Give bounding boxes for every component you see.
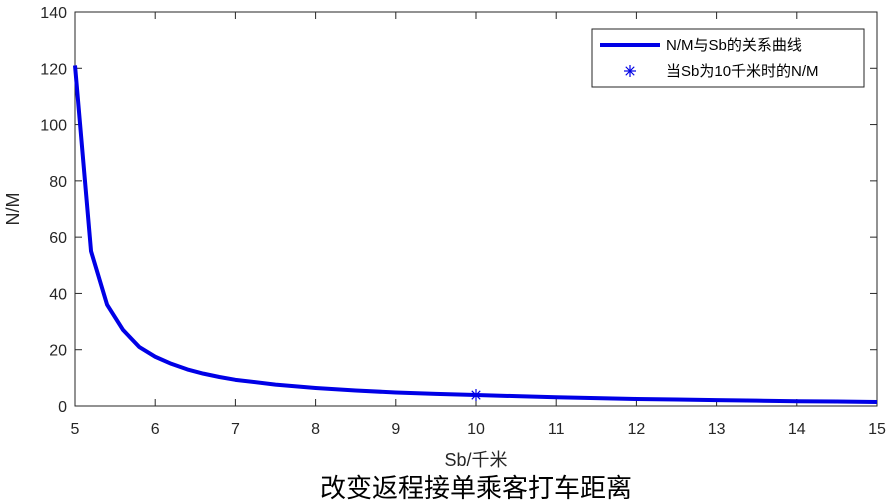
y-axis-label: N/M	[3, 193, 23, 226]
x-tick-label: 9	[391, 421, 400, 438]
legend-asterisk-icon	[624, 65, 636, 77]
x-tick-label: 11	[548, 421, 565, 438]
y-tick-label: 0	[58, 399, 67, 416]
y-tick-label: 100	[40, 118, 67, 135]
y-tick-label: 80	[49, 174, 67, 191]
y-tick-label: 140	[40, 5, 67, 22]
x-tick-label: 15	[868, 421, 886, 438]
legend-box	[591, 28, 865, 88]
x-tick-label: 8	[311, 421, 320, 438]
x-axis-ticks: 5 6 7 8 9 10 11 12 13 14 15	[71, 12, 886, 438]
x-tick-label: 5	[71, 421, 80, 438]
data-point-asterisk	[470, 389, 482, 402]
x-tick-label: 10	[467, 421, 485, 438]
legend-entry-curve: N/M与Sb的关系曲线	[666, 37, 802, 54]
y-axis-ticks: 0 20 40 60 80 100 120 140	[40, 5, 877, 416]
x-tick-label: 13	[708, 421, 726, 438]
y-tick-label: 120	[40, 61, 67, 78]
x-axis-label: Sb/千米	[444, 450, 507, 470]
legend-asterisk-swatch	[624, 65, 636, 77]
x-tick-label: 14	[788, 421, 806, 438]
x-tick-label: 6	[151, 421, 160, 438]
series-line-curve	[73, 65, 878, 405]
x-tick-label: 7	[231, 421, 240, 438]
x-tick-label: 12	[628, 421, 646, 438]
legend-entry-marker: 当Sb为10千米时的N/M	[666, 63, 819, 80]
legend: N/M与Sb的关系曲线 当Sb为10千米时的N/M	[591, 28, 865, 88]
y-tick-label: 60	[49, 230, 67, 247]
y-tick-label: 20	[49, 343, 67, 360]
chart-title: 改变返程接单乘客打车距离	[320, 474, 632, 504]
series-layer	[73, 65, 878, 405]
y-tick-label: 40	[49, 286, 67, 303]
